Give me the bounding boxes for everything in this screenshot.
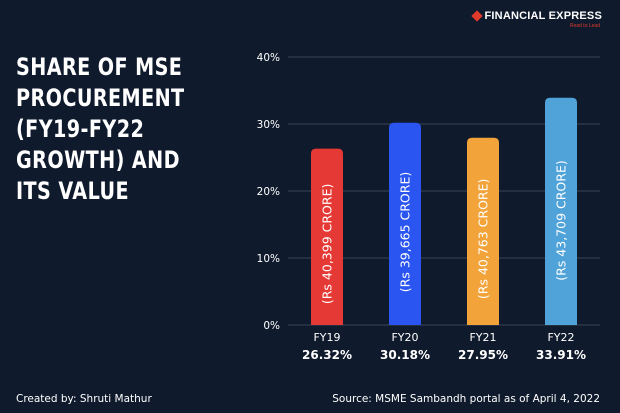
brand-row: FINANCIAL EXPRESS [470, 10, 603, 22]
bar-annotation: (Rs 40,399 CRORE) [320, 184, 335, 304]
brand-logo: FINANCIAL EXPRESS Read to Lead [470, 10, 603, 29]
y-tick-label: 10% [257, 253, 280, 265]
title-line: PROCUREMENT [16, 84, 185, 112]
brand-name: FINANCIAL EXPRESS [484, 10, 602, 22]
brand-tagline: Read to Lead [569, 23, 600, 29]
data-label: 33.91% [536, 348, 586, 362]
x-tick-label: FY19 [313, 331, 340, 344]
title-line: SHARE OF MSE [16, 53, 183, 81]
x-tick-label: FY20 [391, 331, 418, 344]
source-text: Source: MSME Sambandh portal as of April… [332, 393, 600, 405]
bar [467, 137, 499, 325]
bar [311, 148, 343, 325]
bar-annotation: (Rs 40,763 CRORE) [476, 179, 491, 299]
x-tick-label: FY22 [547, 331, 574, 344]
y-tick-label: 20% [257, 186, 280, 198]
title-line: GROWTH) AND [16, 146, 180, 174]
bar [545, 97, 577, 325]
y-tick-label: 0% [263, 320, 280, 332]
bar-annotation: (Rs 43,709 CRORE) [554, 160, 569, 280]
y-tick-label: 30% [257, 119, 280, 131]
data-label: 26.32% [302, 348, 352, 362]
x-tick-label: FY21 [469, 331, 496, 344]
page-title: SHARE OF MSE PROCUREMENT (FY19-FY22 GROW… [16, 52, 204, 207]
y-tick-label: 40% [257, 52, 280, 64]
bar [389, 122, 421, 325]
title-line: ITS VALUE [16, 177, 130, 205]
title-line: (FY19-FY22 [16, 115, 145, 143]
data-label: 30.18% [380, 348, 430, 362]
bar-annotation: (Rs 39,665 CRORE) [398, 172, 413, 292]
credit-text: Created by: Shruti Mathur [16, 393, 152, 405]
data-label: 27.95% [458, 348, 508, 362]
